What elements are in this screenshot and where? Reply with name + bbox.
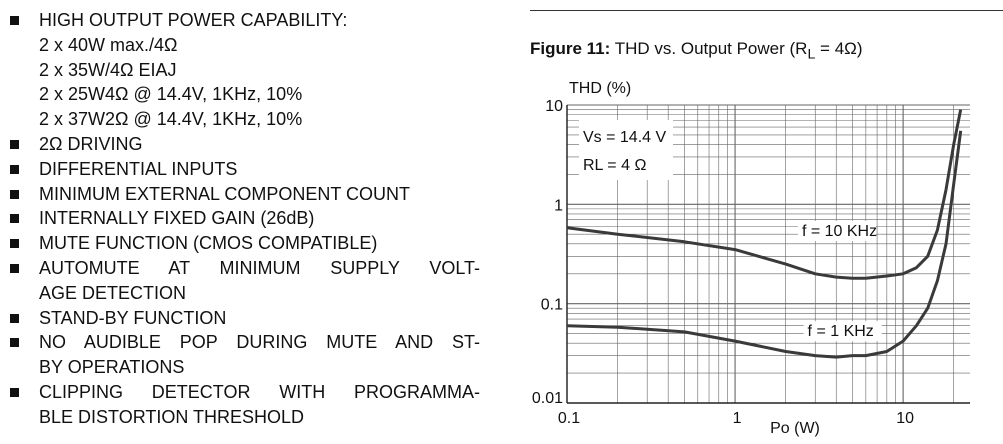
bullet-icon: [10, 16, 19, 25]
y-tick-label: 1: [554, 197, 563, 214]
figure-label: Figure 11:: [530, 39, 611, 58]
feature-line: BY OPERATIONS: [39, 357, 185, 378]
feature-line: 2 x 37W2Ω @ 14.4V, 1KHz, 10%: [39, 109, 303, 130]
bullet-icon: [10, 387, 19, 397]
bullet-icon: [10, 239, 19, 249]
header-rule: [530, 10, 1003, 11]
y-tick-label: 10: [545, 98, 563, 115]
series-label-bg: [797, 220, 876, 241]
feature-item: CLIPPING DETECTOR WITH PROGRAMMA- BLE DIS…: [10, 380, 480, 430]
feature-line: NO AUDIBLE POP DURING MUTE AND ST-: [39, 332, 480, 353]
feature-line: AGE DETECTION: [39, 282, 187, 303]
feature-line: 2 x 35W/4Ω EIAJ: [39, 59, 177, 80]
bullet-icon: [10, 214, 19, 224]
feature-list: HIGH OUTPUT POWER CAPABILITY: 2 x 40W max…: [10, 8, 480, 430]
series-label: f = 10 KHz: [802, 223, 877, 240]
feature-item: DIFFERENTIAL INPUTS: [10, 157, 480, 182]
feature-line: 2Ω DRIVING: [39, 133, 143, 154]
annotation-text: RL = 4 Ω: [583, 157, 646, 174]
feature-line: MINIMUM EXTERNAL COMPONENT COUNT: [39, 183, 411, 204]
figure-caption: THD vs. Output Power (R: [614, 39, 808, 58]
bullet-icon: [10, 263, 19, 273]
feature-item: NO AUDIBLE POP DURING MUTE AND ST- BY OPE…: [10, 330, 480, 380]
feature-line: STAND-BY FUNCTION: [39, 307, 227, 328]
feature-item: MUTE FUNCTION (CMOS COMPATIBLE): [10, 231, 480, 256]
feature-line: HIGH OUTPUT POWER CAPABILITY:: [39, 10, 348, 30]
feature-line: DIFFERENTIAL INPUTS: [39, 158, 238, 179]
figure-caption-end: = 4Ω): [815, 39, 863, 58]
feature-line: CLIPPING DETECTOR WITH PROGRAMMA-: [39, 381, 480, 402]
bullet-icon: [10, 189, 19, 199]
thd-chart: 0.01 0.1 1 10 0.1 1 10 THD (%) Po (W) f = 10 KHz f…: [532, 80, 970, 437]
series-label-bg: [803, 321, 882, 342]
feature-line: 2 x 40W max./4Ω: [39, 34, 178, 55]
x-axis-label: Po (W): [770, 420, 820, 437]
feature-line: 2 x 25W4Ω @ 14.4V, 1KHz, 10%: [39, 84, 303, 105]
y-axis-label: THD (%): [569, 80, 631, 97]
series-label: f = 1 KHz: [808, 323, 874, 340]
feature-item: HIGH OUTPUT POWER CAPABILITY: 2 x 40W max…: [10, 8, 480, 132]
figure-title: Figure 11: THD vs. Output Power (RL = 4Ω…: [530, 39, 863, 62]
x-tick-label: 1: [733, 410, 742, 427]
annotation-text: Vs = 14.4 V: [583, 129, 666, 146]
x-tick-label: 10: [896, 410, 914, 427]
series-line: [566, 130, 963, 359]
bullet-icon: [10, 313, 19, 323]
bullet-icon: [10, 139, 19, 149]
figure-caption-subscript: L: [807, 46, 816, 63]
y-tick-label: 0.1: [541, 297, 563, 314]
feature-line: AUTOMUTE AT MINIMUM SUPPLY VOLT-: [39, 257, 480, 278]
annotation-bg: [579, 120, 673, 180]
x-tick-label: 0.1: [558, 410, 580, 427]
series-line: [566, 109, 963, 280]
feature-line: BLE DISTORTION THRESHOLD: [39, 406, 305, 427]
feature-line: MUTE FUNCTION (CMOS COMPATIBLE): [39, 233, 378, 254]
bullet-icon: [10, 338, 19, 348]
feature-item: 2Ω DRIVING: [10, 132, 480, 157]
feature-item: STAND-BY FUNCTION: [10, 306, 480, 331]
feature-item: MINIMUM EXTERNAL COMPONENT COUNT: [10, 182, 480, 207]
y-tick-label: 0.01: [532, 390, 563, 407]
feature-item: INTERNALLY FIXED GAIN (26dB): [10, 206, 480, 231]
bullet-icon: [10, 164, 19, 174]
feature-item: AUTOMUTE AT MINIMUM SUPPLY VOLT- AGE DETE…: [10, 256, 480, 306]
feature-line: INTERNALLY FIXED GAIN (26dB): [39, 208, 315, 229]
